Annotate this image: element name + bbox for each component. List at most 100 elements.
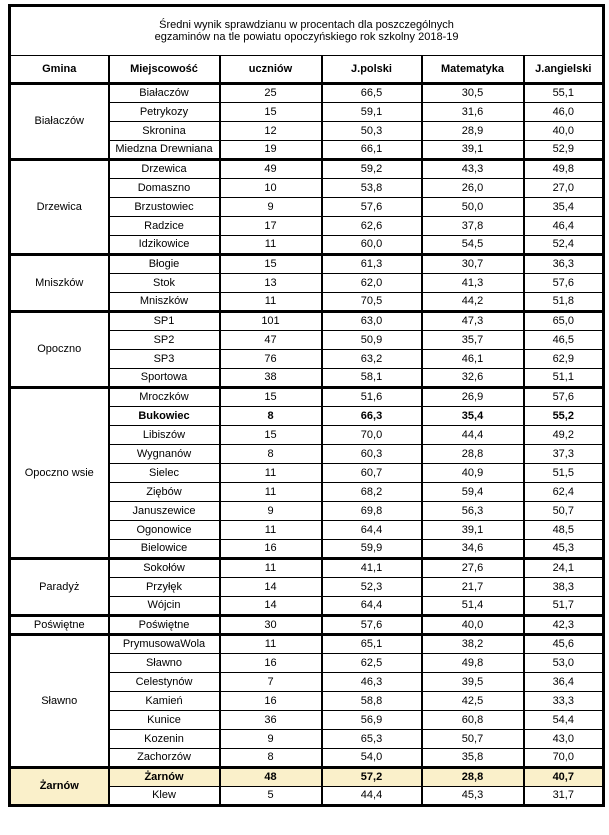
matematyka-cell: 51,4 [420, 596, 525, 616]
miejscowosc-cell: Ziębów [107, 482, 221, 502]
jpolski-cell: 57,6 [320, 614, 423, 635]
uczniow-cell: 9 [218, 501, 323, 521]
matematyka-cell: 38,2 [420, 633, 525, 654]
gmina-cell: Białaczów [8, 82, 110, 160]
uczniow-cell: 47 [218, 330, 323, 350]
jpolski-cell: 68,2 [320, 482, 423, 502]
miejscowosc-cell: Sławno [107, 653, 221, 673]
header-jpolski: J.polski [320, 55, 423, 85]
matematyka-cell: 30,5 [420, 82, 525, 103]
table-row: Domaszno 10 53,8 26,0 27,0 [10, 178, 605, 198]
jangielski-cell: 45,3 [522, 539, 605, 559]
uczniow-cell: 16 [218, 653, 323, 673]
uczniow-cell: 16 [218, 539, 323, 559]
miejscowosc-cell: Petrykozy [107, 102, 221, 122]
jpolski-cell: 66,1 [320, 140, 423, 160]
jangielski-cell: 48,5 [522, 520, 605, 540]
jpolski-cell: 57,2 [320, 766, 423, 787]
jangielski-cell: 49,8 [522, 158, 605, 179]
miejscowosc-cell: SP1 [107, 310, 221, 331]
uczniow-cell: 11 [218, 633, 323, 654]
matematyka-cell: 59,4 [420, 482, 525, 502]
jpolski-cell: 46,3 [320, 672, 423, 692]
miejscowosc-cell: Błogie [107, 253, 221, 274]
jangielski-cell: 52,9 [522, 140, 605, 160]
matematyka-cell: 56,3 [420, 501, 525, 521]
matematyka-cell: 60,8 [420, 710, 525, 730]
miejscowosc-cell: Libiszów [107, 425, 221, 445]
jangielski-cell: 65,0 [522, 310, 605, 331]
jpolski-cell: 69,8 [320, 501, 423, 521]
table-row: Mniszków Błogie 15 61,3 30,7 36,3 [8, 253, 605, 312]
gmina-cell: Opoczno wsie [8, 386, 110, 559]
jangielski-cell: 46,0 [522, 102, 605, 122]
miejscowosc-cell: Żarnów [107, 766, 221, 787]
table-row: SP3 76 63,2 46,1 62,9 [10, 349, 605, 369]
gmina-cell: Żarnów [8, 766, 110, 806]
jpolski-cell: 58,8 [320, 691, 423, 711]
uczniow-cell: 30 [218, 614, 323, 635]
matematyka-cell: 27,6 [420, 557, 525, 578]
matematyka-cell: 35,8 [420, 748, 525, 768]
matematyka-cell: 28,8 [420, 766, 525, 787]
table-title-line1: Średni wynik sprawdzianu w procentach dl… [159, 18, 454, 31]
jpolski-cell: 66,5 [320, 82, 423, 103]
table-row: Poświętne Poświętne 30 57,6 40,0 42,3 [8, 614, 605, 635]
jangielski-cell: 57,6 [522, 273, 605, 293]
jpolski-cell: 61,3 [320, 253, 423, 274]
matematyka-cell: 44,2 [420, 292, 525, 312]
table-row: Żarnów Żarnów 48 57,2 28,8 40,7 [8, 766, 605, 806]
jangielski-cell: 54,4 [522, 710, 605, 730]
uczniow-cell: 15 [218, 386, 323, 407]
jangielski-cell: 62,4 [522, 482, 605, 502]
uczniow-cell: 25 [218, 82, 323, 103]
jpolski-cell: 60,0 [320, 235, 423, 255]
jangielski-cell: 38,3 [522, 577, 605, 597]
jpolski-cell: 54,0 [320, 748, 423, 768]
table-row: Białaczów Białaczów 25 66,5 30,5 55,1 [8, 82, 605, 160]
matematyka-cell: 50,7 [420, 729, 525, 749]
jangielski-cell: 51,7 [522, 596, 605, 616]
table-row: Bukowiec 8 66,3 35,4 55,2 [10, 406, 605, 426]
table-row: Paradyż Sokołów 11 41,1 27,6 24,1 [8, 557, 605, 616]
miejscowosc-cell: Kamień [107, 691, 221, 711]
matematyka-cell: 32,6 [420, 368, 525, 388]
jangielski-cell: 37,3 [522, 444, 605, 464]
uczniow-cell: 19 [218, 140, 323, 160]
miejscowosc-cell: Brzustowiec [107, 197, 221, 217]
jangielski-cell: 40,7 [522, 766, 605, 787]
table-row: SP2 47 50,9 35,7 46,5 [10, 330, 605, 350]
jpolski-cell: 65,3 [320, 729, 423, 749]
jpolski-cell: 64,4 [320, 596, 423, 616]
uczniow-cell: 7 [218, 672, 323, 692]
miejscowosc-cell: Ogonowice [107, 520, 221, 540]
jangielski-cell: 35,4 [522, 197, 605, 217]
matematyka-cell: 37,8 [420, 216, 525, 236]
jpolski-cell: 64,4 [320, 520, 423, 540]
jangielski-cell: 24,1 [522, 557, 605, 578]
header-gmina: Gmina [8, 55, 110, 85]
header-matematyka: Matematyka [420, 55, 525, 85]
miejscowosc-cell: Wygnanów [107, 444, 221, 464]
jangielski-cell: 62,9 [522, 349, 605, 369]
results-table: Średni wynik sprawdzianu w procentach dl… [8, 4, 606, 807]
gmina-cell: Drzewica [8, 158, 110, 255]
miejscowosc-cell: Kozenin [107, 729, 221, 749]
miejscowosc-cell: Poświętne [107, 614, 221, 635]
jpolski-cell: 59,1 [320, 102, 423, 122]
uczniow-cell: 13 [218, 273, 323, 293]
jangielski-cell: 46,5 [522, 330, 605, 350]
jpolski-cell: 57,6 [320, 197, 423, 217]
table-row: Przyłęk 14 52,3 21,7 38,3 [10, 577, 605, 597]
matematyka-cell: 44,4 [420, 425, 525, 445]
jangielski-cell: 52,4 [522, 235, 605, 255]
matematyka-cell: 47,3 [420, 310, 525, 331]
jpolski-cell: 62,5 [320, 653, 423, 673]
jangielski-cell: 53,0 [522, 653, 605, 673]
jpolski-cell: 53,8 [320, 178, 423, 198]
matematyka-cell: 40,0 [420, 614, 525, 635]
uczniow-cell: 15 [218, 425, 323, 445]
uczniow-cell: 11 [218, 557, 323, 578]
table-row: Sielec 11 60,7 40,9 51,5 [10, 463, 605, 483]
